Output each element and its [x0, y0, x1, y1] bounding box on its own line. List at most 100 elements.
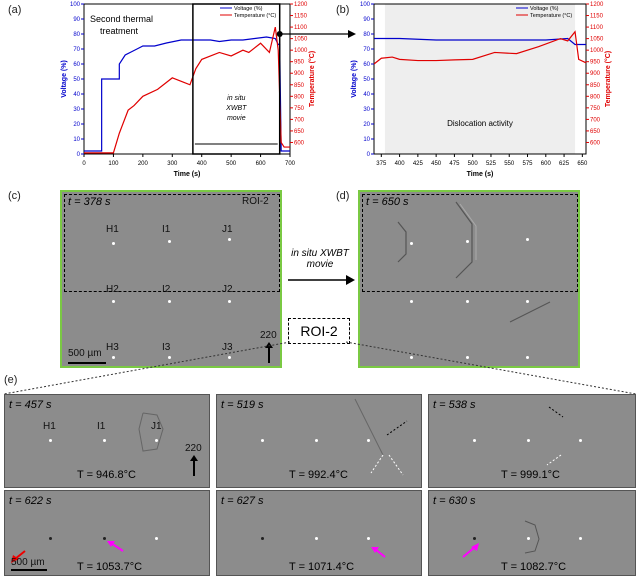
- frame-622: t = 622 s 500 µm T = 1053.7°C: [4, 490, 210, 576]
- x-tick-label: 0: [82, 161, 86, 167]
- defect-spot: [367, 537, 370, 540]
- y-tick-label-left: 0: [77, 152, 81, 158]
- x-tick-label: 300: [167, 161, 178, 167]
- y-tick-label-right: 700: [294, 117, 305, 123]
- frame-time: t = 378 s: [68, 196, 111, 208]
- y-axis-label-left: Voltage (%): [351, 60, 358, 98]
- y-tick-label-left: 20: [73, 122, 80, 128]
- frame-519: t = 519 s T = 992.4°C: [216, 394, 422, 488]
- defect-spot: [526, 300, 529, 303]
- scale-bar-label: 500 µm: [11, 557, 45, 568]
- defect-spot: [527, 439, 530, 442]
- defect-spot: [228, 356, 231, 359]
- defect-spot: [526, 238, 529, 241]
- y-tick-label-right: 600: [294, 140, 305, 146]
- defect-spot: [112, 242, 115, 245]
- defect-spot: [168, 356, 171, 359]
- y-tick-label-right: 1050: [294, 37, 308, 43]
- defect-spot: [112, 300, 115, 303]
- defect-spot: [49, 439, 52, 442]
- defect-spot: [168, 240, 171, 243]
- x-tick-label: 600: [541, 161, 552, 167]
- frame-temperature: T = 1071.4°C: [289, 561, 355, 573]
- arrow-right-icon: [288, 275, 355, 285]
- frame-temperature: T = 999.1°C: [501, 469, 560, 481]
- y-tick-label-right: 800: [590, 94, 601, 100]
- roi-2-box: [64, 194, 280, 292]
- diffraction-vector-label: 220: [260, 330, 277, 341]
- y-tick-label-left: 80: [73, 32, 80, 38]
- dislocation-traces: [397, 201, 551, 323]
- defect-spot: [410, 300, 413, 303]
- arrows: [11, 541, 124, 563]
- panel-label-e: (e): [4, 374, 18, 386]
- frame-627: t = 627 s T = 1071.4°C: [216, 490, 422, 576]
- panel-label-b: (b): [336, 4, 350, 16]
- arrows: [462, 520, 540, 558]
- defect-spot: [261, 439, 264, 442]
- frame-time: t = 457 s: [9, 399, 52, 411]
- annotation: Dislocation activity: [447, 119, 513, 128]
- feature-label: H1: [106, 224, 119, 235]
- y-tick-label-right: 900: [590, 71, 601, 77]
- x-axis-label: Time (s): [467, 171, 494, 178]
- y-tick-label-right: 1150: [294, 14, 308, 20]
- y-tick-label-left: 60: [363, 62, 370, 68]
- chart-b: 375 400 425 450 475 500 525 550 575 600 625 650 0 10 2…: [330, 2, 612, 178]
- y-tick-label-right: 650: [590, 129, 601, 135]
- defect-spot: [103, 537, 106, 540]
- x-tick-label: 525: [486, 161, 497, 167]
- shaded-region: [384, 4, 576, 154]
- defect-spot: [473, 439, 476, 442]
- legend-entry: Temperature (°C): [530, 13, 572, 19]
- x-tick-label: 200: [138, 161, 149, 167]
- defect-spot: [228, 300, 231, 303]
- defect-spot: [466, 300, 469, 303]
- defect-spot: [579, 439, 582, 442]
- y-tick-label-right: 700: [590, 117, 601, 123]
- y-tick-label-right: 1000: [590, 48, 604, 54]
- feature-label: I1: [162, 224, 171, 235]
- y-tick-label-left: 100: [360, 2, 371, 8]
- y-tick-label-left: 60: [73, 62, 80, 68]
- defect-spot: [410, 356, 413, 359]
- scale-bar-label: 500 µm: [68, 348, 102, 359]
- feature-label: I2: [162, 284, 171, 295]
- series-temperature: [84, 26, 290, 154]
- defect-spot: [112, 356, 115, 359]
- frame-time: t = 538 s: [433, 399, 476, 411]
- y-tick-label-left: 40: [73, 92, 80, 98]
- dislocation-traces: [354, 398, 408, 476]
- scale-bar: [11, 569, 47, 571]
- y-tick-label-right: 1100: [294, 25, 308, 31]
- y-tick-label-left: 40: [363, 92, 370, 98]
- y-tick-label-right: 650: [294, 129, 305, 135]
- y-tick-label-left: 0: [367, 152, 371, 158]
- y-tick-label-left: 100: [70, 2, 81, 8]
- feature-label: H2: [106, 284, 119, 295]
- x-tick-label: 400: [395, 161, 406, 167]
- chart-a: 0 100 200 300 400 500 600 700 0 10 20 30 40 50 60 70 80 9…: [61, 2, 330, 178]
- y-tick-label-right: 950: [590, 60, 601, 66]
- frame-time: t = 622 s: [9, 495, 52, 507]
- arrows: [371, 547, 386, 558]
- defect-spot: [49, 537, 52, 540]
- y-tick-label-right: 750: [294, 106, 305, 112]
- y-tick-label-right: 850: [590, 83, 601, 89]
- y-tick-label-left: 30: [73, 107, 80, 113]
- y-tick-label-right: 600: [590, 140, 601, 146]
- defect-spot: [315, 439, 318, 442]
- defect-spot: [473, 537, 476, 540]
- feature-label: J1: [151, 421, 162, 432]
- frame-temperature: T = 946.8°C: [77, 469, 136, 481]
- x-axis-label: Time (s): [174, 171, 201, 178]
- x-tick-label: 400: [197, 161, 208, 167]
- defect-spot: [410, 242, 413, 245]
- defect-spot: [168, 300, 171, 303]
- panel-label-a: (a): [8, 4, 22, 16]
- feature-label: I3: [162, 342, 171, 353]
- legend-entry: Voltage (%): [234, 6, 263, 12]
- y-axis-label-left: Voltage (%): [61, 60, 68, 98]
- frame-457: t = 457 s H1 I1 J1 220 T = 946.8°C: [4, 394, 210, 488]
- defect-spot: [367, 439, 370, 442]
